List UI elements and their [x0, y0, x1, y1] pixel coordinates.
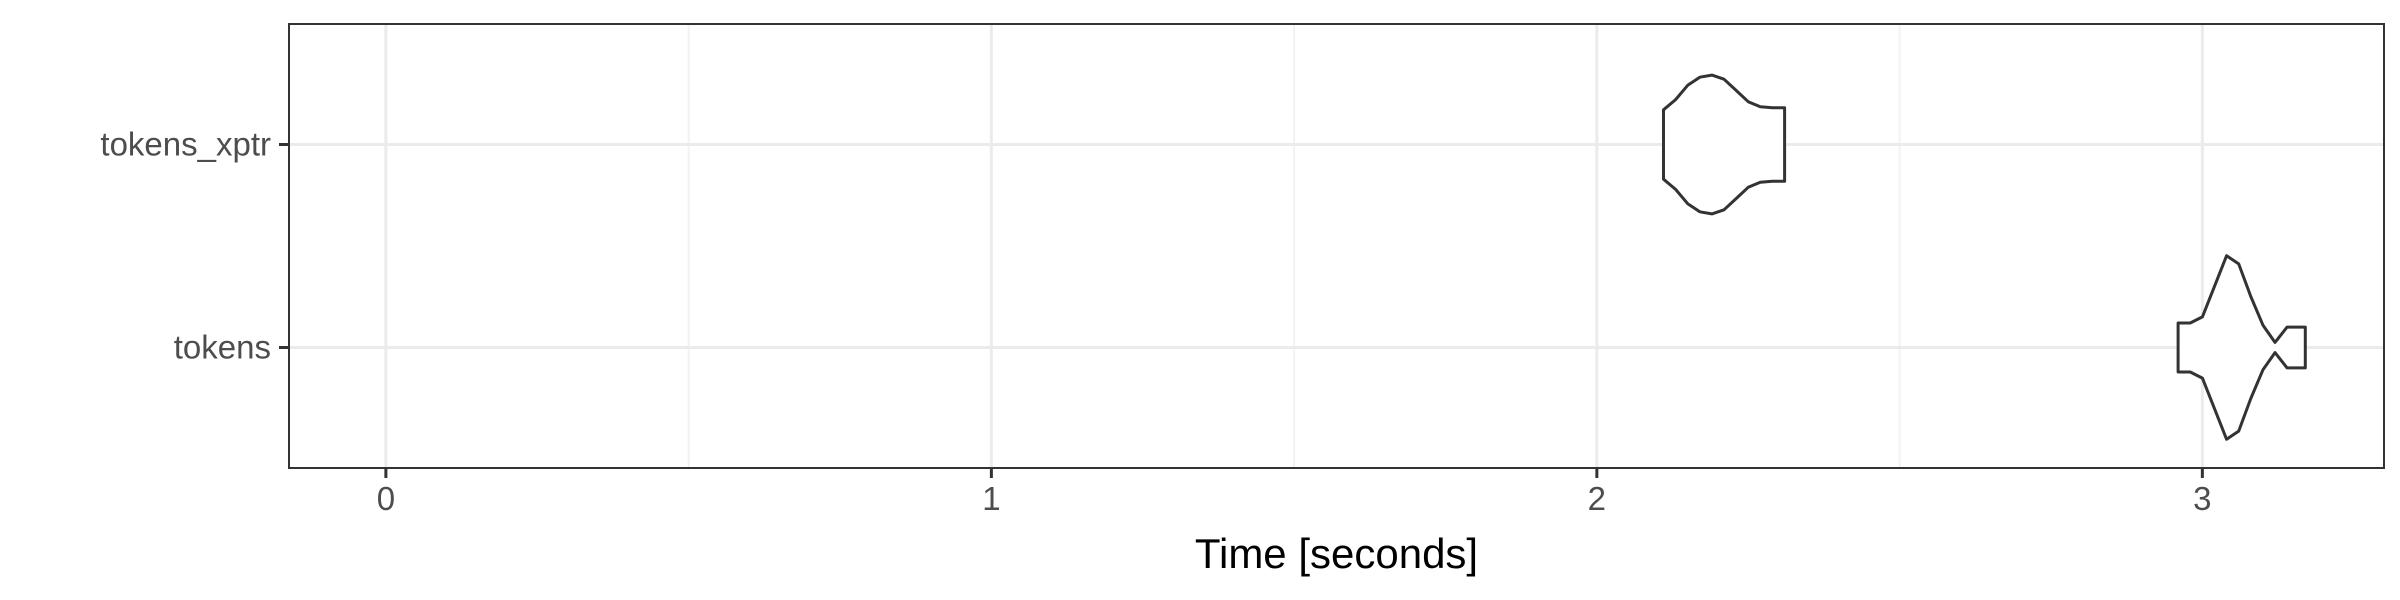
x-axis-title: Time [seconds] [1195, 530, 1478, 577]
violin-tokens_xptr [1662, 73, 1787, 216]
minor-gridlines [687, 24, 1901, 468]
y-tick-label: tokens_xptr [100, 126, 271, 163]
violin-tokens [2176, 254, 2307, 441]
y-axis-ticks: tokens tokens_xptr [100, 126, 289, 366]
x-axis-ticks: 0 1 2 3 [377, 468, 2212, 517]
panel-border [288, 23, 2385, 469]
x-tick-label: 2 [1588, 480, 1606, 517]
x-tick-label: 1 [982, 480, 1000, 517]
major-gridlines [289, 24, 2384, 468]
x-tick-label: 0 [377, 480, 395, 517]
violins [1662, 73, 2307, 441]
y-tick-label: tokens [174, 329, 271, 366]
x-tick-label: 3 [2193, 480, 2211, 517]
